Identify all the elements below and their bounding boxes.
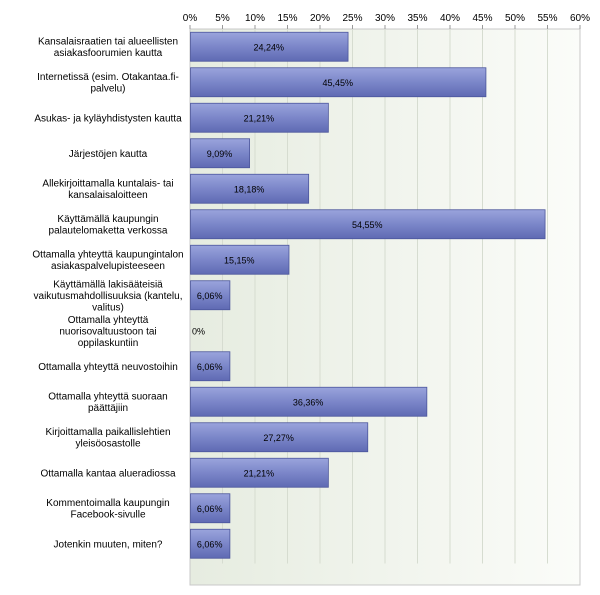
x-tick-label: 10% xyxy=(245,13,265,24)
bar xyxy=(190,351,231,382)
x-tick-label: 60% xyxy=(570,13,590,24)
category-label: Ottamalla kantaa alueradiossa xyxy=(40,468,176,479)
bar-value-label: 6,06% xyxy=(197,539,223,549)
x-tick-label: 30% xyxy=(375,13,395,24)
bar-value-label: 27,27% xyxy=(263,433,294,443)
category-label: Käyttämällä kaupungin palautelomaketta ve… xyxy=(49,214,168,237)
category-label: Kansalaisraatien tai alueellisten asiakas… xyxy=(38,37,178,60)
x-tick-label: 15% xyxy=(277,13,297,24)
bar xyxy=(190,102,329,133)
category-label: Jotenkin muuten, miten? xyxy=(54,539,163,550)
bar-value-label: 6,06% xyxy=(197,504,223,514)
bar-value-label: 15,15% xyxy=(224,255,255,265)
x-tick-label: 25% xyxy=(342,13,362,24)
bar xyxy=(190,457,329,488)
bar xyxy=(190,67,487,98)
bar-value-label: 54,55% xyxy=(352,220,383,230)
bar-value-label: 0% xyxy=(192,326,205,336)
category-label: Ottamalla yhteyttä nuorisovaltuustoon tai… xyxy=(59,315,156,349)
bar-value-label: 6,06% xyxy=(197,362,223,372)
category-label: Ottamalla yhteyttä kaupungintalon asiakas… xyxy=(32,250,183,273)
bar-value-label: 21,21% xyxy=(244,468,275,478)
bar xyxy=(190,386,428,417)
x-tick-label: 40% xyxy=(440,13,460,24)
category-label: Järjestöjen kautta xyxy=(69,149,148,160)
bar-value-label: 24,24% xyxy=(254,42,285,52)
bar xyxy=(190,209,546,240)
bar xyxy=(190,528,231,559)
x-tick-label: 0% xyxy=(183,13,198,24)
bar xyxy=(190,280,231,311)
x-tick-label: 20% xyxy=(310,13,330,24)
category-label: Allekirjoittamalla kuntalais- tai kansala… xyxy=(42,179,173,202)
bar-value-label: 45,45% xyxy=(322,78,353,88)
bar xyxy=(190,493,231,524)
bar xyxy=(190,244,290,275)
bar-value-label: 9,09% xyxy=(207,149,233,159)
bar-value-label: 6,06% xyxy=(197,291,223,301)
category-label: Käyttämällä lakisääteisiä vaikutusmahdoll… xyxy=(34,279,183,313)
x-tick-label: 50% xyxy=(505,13,525,24)
bar xyxy=(190,138,250,169)
category-label: Ottamalla yhteyttä neuvostoihin xyxy=(38,362,178,373)
bar-value-label: 18,18% xyxy=(234,184,265,194)
bar xyxy=(190,422,369,453)
category-label: Kirjoittamalla paikallislehtien yleisöosa… xyxy=(45,427,170,450)
bar-value-label: 36,36% xyxy=(293,397,324,407)
x-tick-label: 55% xyxy=(537,13,557,24)
x-tick-label: 45% xyxy=(472,13,492,24)
bar-value-label: 21,21% xyxy=(244,113,275,123)
bar xyxy=(190,31,349,62)
category-label: Internetissä (esim. Otakantaa.fi-palvelu… xyxy=(37,72,179,95)
bar xyxy=(190,173,310,204)
category-label: Asukas- ja kyläyhdistysten kautta xyxy=(34,113,182,124)
x-tick-label: 5% xyxy=(215,13,230,24)
category-label: Kommentoimalla kaupungin Facebook-sivulle xyxy=(46,498,169,521)
x-tick-label: 35% xyxy=(407,13,427,24)
category-label: Ottamalla yhteyttä suoraan päättäjiin xyxy=(48,392,168,415)
